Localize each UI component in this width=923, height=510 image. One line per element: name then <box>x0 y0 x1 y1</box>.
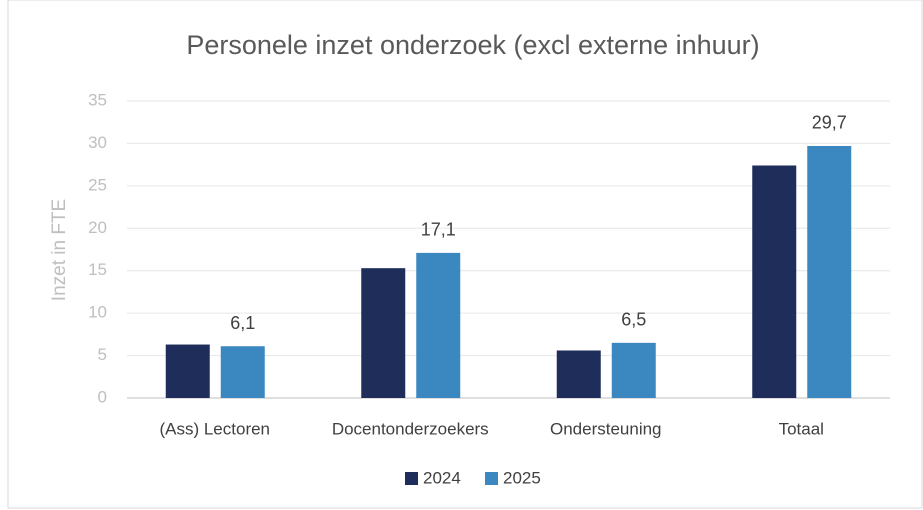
bar <box>807 145 852 398</box>
bar <box>556 350 601 398</box>
legend-swatch <box>485 472 498 485</box>
bar <box>220 346 265 398</box>
legend-label: 2024 <box>423 468 461 487</box>
bar <box>165 344 210 398</box>
y-tick-label: 15 <box>88 260 107 279</box>
y-tick-label: 0 <box>98 387 107 406</box>
data-label: 29,7 <box>812 113 847 133</box>
legend-swatch <box>405 472 418 485</box>
y-tick-label: 5 <box>98 345 107 364</box>
y-tick-label: 30 <box>88 133 107 152</box>
x-tick-label: (Ass) Lectoren <box>159 419 270 438</box>
data-label: 6,1 <box>230 313 255 333</box>
bar <box>361 268 406 398</box>
chart-title: Personele inzet onderzoek (excl externe … <box>186 30 759 60</box>
y-tick-label: 10 <box>88 303 107 322</box>
data-label: 17,1 <box>421 220 456 240</box>
data-label: 6,5 <box>621 310 646 330</box>
bar <box>752 165 797 398</box>
x-tick-label: Totaal <box>779 419 824 438</box>
y-tick-label: 20 <box>88 218 107 237</box>
y-axis-label: Inzet in FTE <box>49 199 70 301</box>
bar <box>611 342 656 398</box>
y-tick-label: 35 <box>88 90 107 109</box>
legend-label: 2025 <box>503 468 541 487</box>
x-tick-label: Ondersteuning <box>550 419 662 438</box>
x-tick-label: Docentonderzoekers <box>332 419 489 438</box>
y-tick-label: 25 <box>88 175 107 194</box>
bar <box>416 252 461 398</box>
